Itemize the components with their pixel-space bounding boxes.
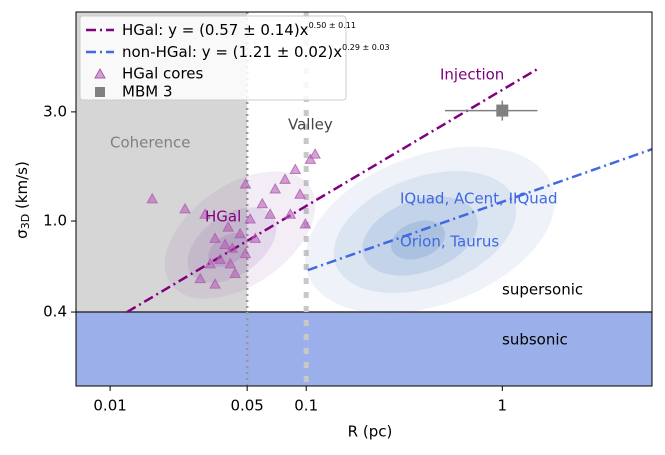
hgal-core: [226, 242, 239, 253]
hgal-core: [239, 178, 252, 189]
legend-formula: non-HGal: y = (1.21 ± 0.02)x: [122, 43, 342, 61]
annotation: Injection: [440, 66, 504, 84]
hgal-core: [229, 267, 241, 278]
legend-exponent: 0.50 ± 0.11: [309, 21, 356, 30]
hgal-core: [222, 221, 235, 232]
region-subsonic: [76, 312, 652, 386]
hgal-core: [239, 247, 252, 259]
annotation: Coherence: [110, 134, 190, 152]
hgal-core: [204, 257, 217, 269]
x-axis-label: R (pc): [348, 423, 393, 441]
legend-label: HGal: y = (0.57 ± 0.14)x0.50 ± 0.11: [122, 21, 356, 39]
legend-label: non-HGal: y = (1.21 ± 0.02)x0.29 ± 0.03: [122, 43, 390, 61]
hgal-core: [289, 163, 302, 174]
annotation: subsonic: [502, 331, 568, 349]
y-label-symbol: σ: [13, 229, 31, 239]
hgal-core: [209, 278, 221, 289]
legend-label: MBM 3: [122, 83, 173, 101]
annotation: Valley: [288, 116, 333, 134]
hgal-core: [264, 208, 277, 219]
hgal-core: [234, 227, 246, 239]
annotation: IQuad, ACent, IIQuad: [400, 190, 558, 208]
annotation: HGal: [205, 208, 241, 226]
y-axis-label: σ3D (km/s): [13, 161, 33, 239]
x-tick-label: 0.05: [230, 397, 263, 415]
hgal-core: [279, 173, 291, 184]
plot-area: [126, 68, 652, 314]
hgal-core: [304, 153, 317, 164]
y-tick-label: 0.4: [43, 303, 67, 321]
legend-label: HGal cores: [122, 65, 204, 83]
hgal-core: [146, 192, 159, 204]
hgal-core: [244, 213, 257, 224]
hgal-core: [284, 208, 297, 219]
legend: [79, 15, 347, 101]
legend-exponent: 0.29 ± 0.03: [342, 43, 389, 52]
hgal-core: [309, 148, 321, 159]
y-tick-label: 1.0: [43, 212, 67, 230]
legend-marker: [94, 67, 106, 79]
hgal-core: [179, 202, 191, 214]
hgal-core: [224, 257, 237, 269]
legend-entries: HGal: y = (0.57 ± 0.14)x0.50 ± 0.11 non-H…: [86, 21, 390, 101]
x-tick-label: 1: [498, 397, 508, 415]
y-tick-label: 3.0: [43, 102, 67, 120]
hgal-core: [256, 197, 269, 209]
x-tick-label: 0.01: [93, 397, 126, 415]
hgal-core: [199, 208, 211, 219]
hgal-core: [219, 238, 231, 249]
hgal-core: [269, 182, 282, 194]
plot-frame: [75, 11, 653, 387]
y-label-sub: 3D: [19, 214, 32, 229]
x-tick-label: 0.1: [294, 397, 318, 415]
legend-box: [79, 15, 347, 101]
legend-marker: [95, 87, 105, 97]
mbm3-point: [496, 104, 509, 117]
legend-formula: HGal: y = (0.57 ± 0.14)x: [122, 21, 309, 39]
hgal-core: [249, 232, 262, 243]
y-label-unit: (km/s): [13, 161, 31, 214]
fit-line: [307, 148, 652, 272]
hgal-core: [194, 272, 207, 284]
hgal-core: [214, 253, 226, 264]
hgal-core: [294, 188, 306, 199]
hgal-core: [299, 218, 312, 229]
annotation: Orion, Taurus: [400, 233, 499, 251]
annotation: supersonic: [502, 281, 583, 299]
hgal-core: [209, 232, 221, 243]
